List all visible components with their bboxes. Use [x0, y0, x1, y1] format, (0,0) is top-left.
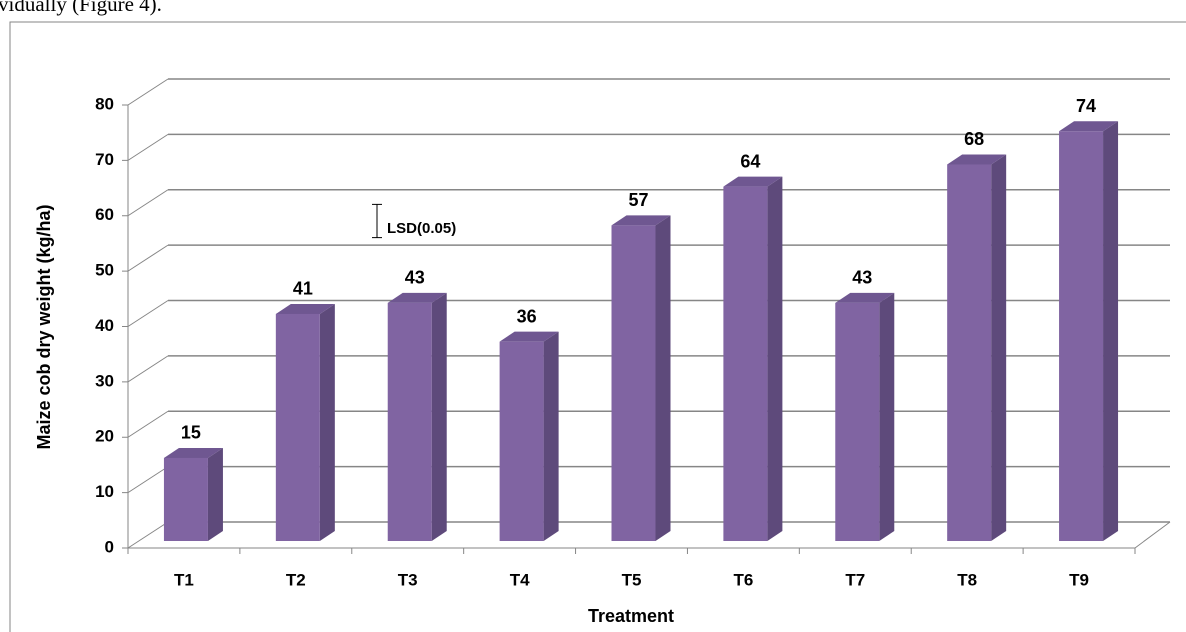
bar-side [431, 292, 447, 541]
bar-side [207, 447, 223, 541]
bar [835, 302, 880, 541]
bar [1059, 131, 1104, 541]
bar [611, 225, 656, 542]
bar-side [1103, 121, 1119, 541]
data-label: 36 [517, 306, 537, 326]
bar [947, 164, 992, 541]
floor-edge [1134, 521, 1171, 549]
x-tick-label: T5 [622, 570, 642, 589]
y-tick-label: 70 [95, 150, 114, 169]
x-tick-label: T6 [733, 570, 753, 589]
bar-side [991, 154, 1007, 541]
grid-line [127, 189, 169, 217]
grid-line [127, 244, 169, 272]
data-label: 43 [852, 268, 872, 288]
bar-top [387, 292, 447, 303]
bar-top [499, 331, 559, 342]
x-tick-label: T8 [957, 570, 977, 589]
x-tick-label: T9 [1069, 570, 1089, 589]
lsd-label: LSD(0.05) [387, 220, 456, 237]
bar-top [835, 292, 895, 303]
grid-line [127, 466, 169, 494]
y-tick-label: 20 [95, 427, 114, 446]
bar-side [879, 292, 895, 541]
x-tick-label: T2 [286, 570, 306, 589]
data-label: 41 [293, 279, 313, 299]
bar-side [655, 215, 671, 542]
x-tick-label: T4 [510, 570, 530, 589]
bar-side [543, 331, 559, 541]
bar-top [723, 176, 783, 187]
y-tick-label: 10 [95, 482, 114, 501]
bar-top [275, 303, 335, 314]
data-label: 64 [740, 151, 760, 171]
grid-line [127, 133, 169, 161]
y-tick-label: 80 [95, 94, 114, 113]
x-tick-label: T3 [398, 570, 418, 589]
x-tick-label: T1 [174, 570, 194, 589]
bar [387, 302, 432, 541]
bar-top [1059, 121, 1119, 132]
bar-top [947, 154, 1007, 165]
grid-line [127, 521, 169, 549]
grid-line [127, 355, 169, 383]
chart-border [9, 21, 1186, 632]
page-text: vidually (Figure 4). [0, 0, 162, 16]
grid-line [127, 300, 169, 327]
data-label: 74 [1076, 96, 1096, 116]
bar-side [767, 176, 783, 541]
bar [275, 313, 320, 541]
bar-top [163, 447, 223, 458]
bar [163, 457, 208, 541]
y-tick-label: 40 [95, 316, 114, 335]
bar-top [611, 215, 671, 226]
bar-side [319, 303, 335, 541]
x-axis-title: Treatment [588, 606, 674, 626]
data-label: 43 [405, 268, 425, 288]
y-axis-title: Maize cob dry weight (kg/ha) [34, 204, 54, 449]
bar [499, 341, 544, 541]
grid-line [127, 410, 169, 438]
y-tick-label: 60 [95, 205, 114, 224]
grid-line [127, 78, 169, 106]
data-label: 15 [181, 423, 201, 443]
y-tick-label: 30 [95, 371, 114, 390]
data-label: 57 [628, 190, 648, 210]
x-tick-label: T7 [845, 570, 865, 589]
y-tick-label: 0 [105, 537, 114, 556]
y-tick-label: 50 [95, 261, 114, 280]
data-label: 68 [964, 129, 984, 149]
bar [723, 186, 768, 541]
